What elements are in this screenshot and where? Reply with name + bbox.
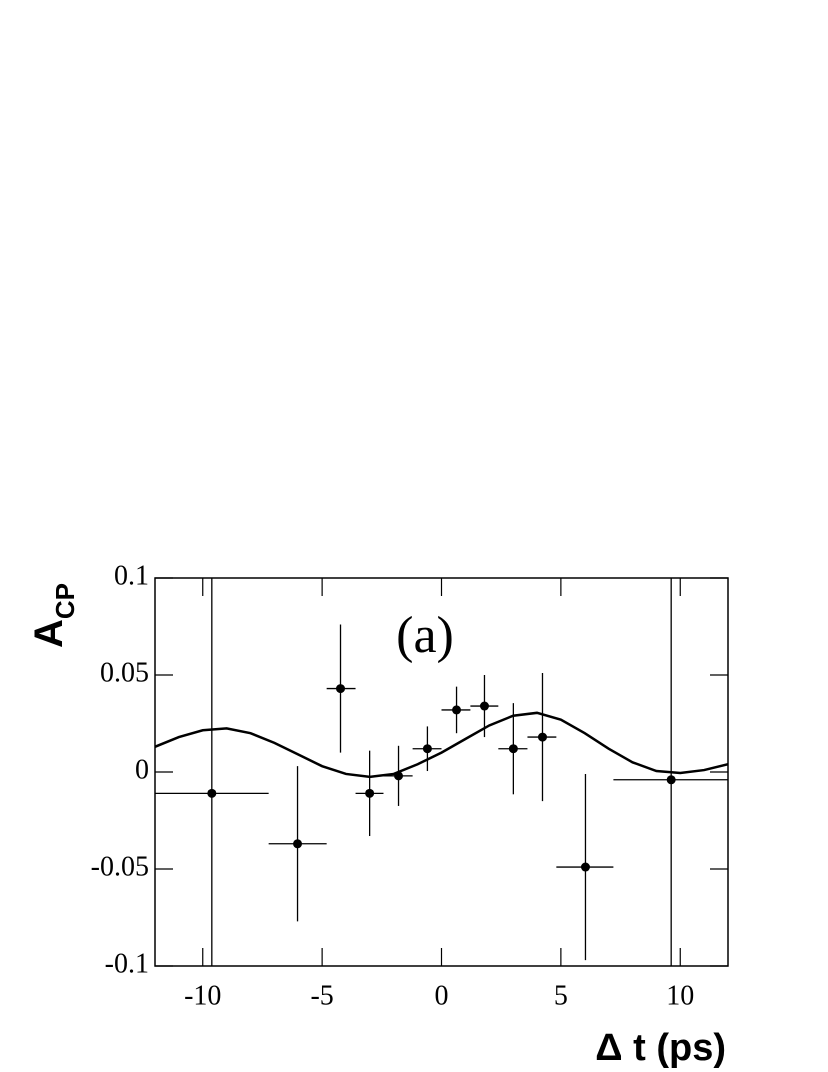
data-point: [293, 839, 303, 849]
data-point: [479, 701, 489, 711]
data-point: [336, 684, 346, 694]
y-tick-label: -0.1: [105, 948, 149, 979]
y-tick-label: 0: [135, 754, 149, 785]
x-tick-label: 10: [666, 980, 694, 1011]
data-point: [580, 862, 590, 872]
plot-area: [155, 578, 728, 966]
y-label-sub: CP: [50, 583, 80, 619]
annotation: (a): [396, 607, 454, 664]
y-tick-label: 0.05: [100, 657, 149, 688]
x-axis-label: Δ t (ps): [595, 1027, 726, 1069]
data-point: [508, 744, 518, 754]
y-axis-label: ACP: [27, 583, 80, 648]
x-tick-label: 5: [554, 980, 568, 1011]
y-tick-label: 0.1: [114, 560, 149, 591]
x-tick-label: -10: [184, 980, 221, 1011]
data-point: [207, 788, 217, 798]
x-tick-label: -5: [310, 980, 333, 1011]
data-point: [537, 732, 547, 742]
fit-curve: [155, 711, 728, 779]
y-tick-label: -0.05: [91, 851, 149, 882]
data-point: [422, 744, 432, 754]
data-point: [452, 705, 462, 715]
data-point: [394, 771, 404, 781]
y-label-main: A: [27, 619, 71, 648]
data-point: [365, 788, 375, 798]
x-tick-label: 0: [435, 980, 449, 1011]
data-point: [666, 775, 676, 785]
